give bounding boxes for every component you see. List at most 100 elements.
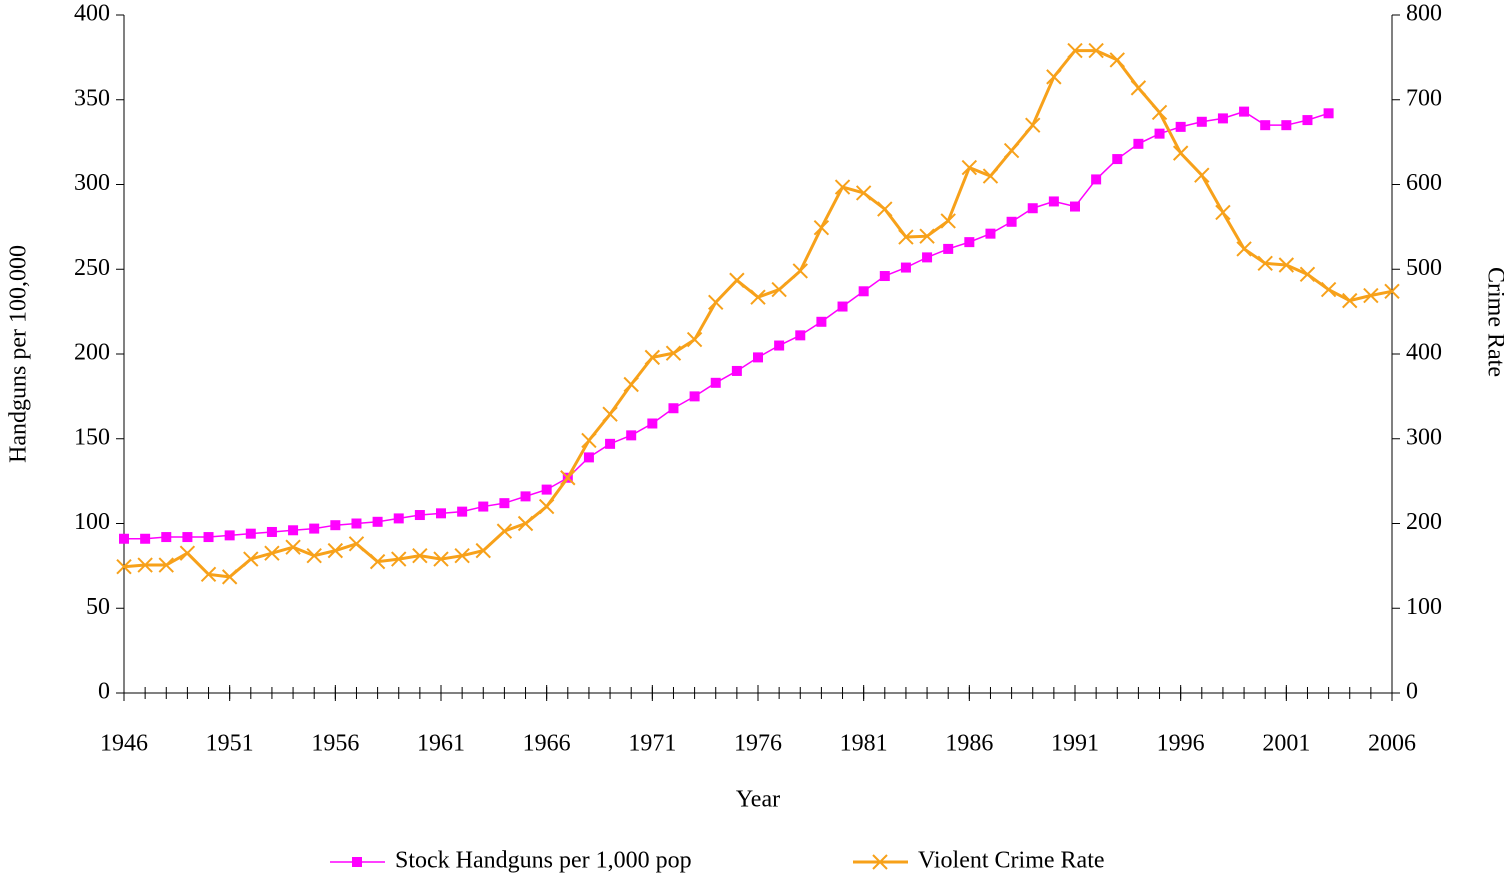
data-point [602,406,618,422]
data-point [813,220,830,236]
data-point [1194,167,1210,183]
data-point [560,470,576,486]
data-point [1070,201,1080,212]
data-point [538,498,555,515]
data-point [668,403,679,414]
data-point [1046,69,1062,85]
data-point [982,168,999,184]
data-point [200,566,217,583]
data-point [879,271,890,282]
data-point [1027,203,1038,214]
y2-tick-label: 400 [1406,340,1442,366]
data-point [478,501,489,512]
data-point [792,263,808,279]
data-point [520,491,531,502]
data-point [1154,128,1165,139]
data-point [496,523,513,539]
data-point [795,330,806,341]
data-point [837,301,848,312]
x-tick-label: 1996 [1157,731,1205,757]
data-point [266,526,277,537]
x-tick-label: 1956 [311,731,359,757]
y2-tick-label: 500 [1406,255,1442,281]
data-point [1109,52,1125,68]
data-point [179,545,196,561]
data-point [224,530,235,541]
data-point [771,281,787,298]
data-point [457,506,468,517]
data-point [116,559,132,575]
data-point [855,185,872,201]
y2-axis-label: Crime Rate [1482,267,1504,377]
y-tick-label: 200 [74,340,110,366]
data-point [581,432,597,449]
data-point [1281,120,1292,131]
data-point [1006,216,1017,227]
data-point [816,316,827,327]
y2-tick-label: 800 [1406,1,1442,27]
y-tick-label: 300 [74,170,110,196]
data-point [541,484,552,495]
data-point [731,365,742,376]
data-point [330,520,341,531]
data-point [1048,196,1059,207]
data-point [877,201,893,217]
data-point [1323,108,1334,119]
data-point [898,229,914,245]
data-point [858,286,869,297]
series-line [124,110,1329,540]
y2-tick-label: 200 [1406,509,1442,535]
data-point [729,272,745,288]
y-tick-label: 250 [74,255,110,281]
data-point [964,237,975,248]
data-point [708,294,724,311]
data-point [750,289,766,305]
data-point [1130,80,1147,96]
data-point [1067,42,1083,59]
y2-tick-label: 600 [1406,170,1442,196]
data-point [182,532,193,543]
data-point [689,391,700,402]
y-tick-label: 50 [86,594,110,620]
data-point [245,528,256,539]
data-point [1172,145,1189,161]
data-point [140,533,151,544]
data-point [1133,138,1144,149]
data-point [1217,113,1228,124]
data-point [1239,106,1250,117]
data-point [1320,281,1337,298]
data-point [626,430,637,441]
x-tick-label: 1946 [100,731,148,757]
y2-tick-label: 700 [1406,85,1442,111]
data-point [919,228,935,244]
data-point [647,418,658,429]
data-point [391,551,407,567]
data-point [119,533,129,544]
x-tick-label: 1951 [206,731,254,757]
data-point [1302,115,1313,126]
data-point [1257,255,1273,272]
x-tick-label: 2006 [1368,731,1416,757]
data-point [1363,287,1379,304]
y-tick-label: 150 [74,424,110,450]
data-point [137,557,153,573]
data-point [900,262,911,273]
data-point [327,542,344,559]
x-tick-label: 1986 [945,731,993,757]
data-point [1003,142,1020,159]
legend-marker [352,857,362,867]
data-point [348,536,365,552]
data-point [644,349,661,366]
data-point [1215,204,1231,221]
data-point [940,213,956,229]
x-tick-label: 1976 [734,731,782,757]
data-point [203,532,214,543]
data-point [961,159,978,176]
data-point [288,525,299,536]
data-point [1342,292,1358,309]
data-point [753,352,763,363]
data-point [1260,120,1271,131]
data-point [623,376,639,393]
data-point [1151,104,1168,121]
data-point [1384,283,1400,299]
